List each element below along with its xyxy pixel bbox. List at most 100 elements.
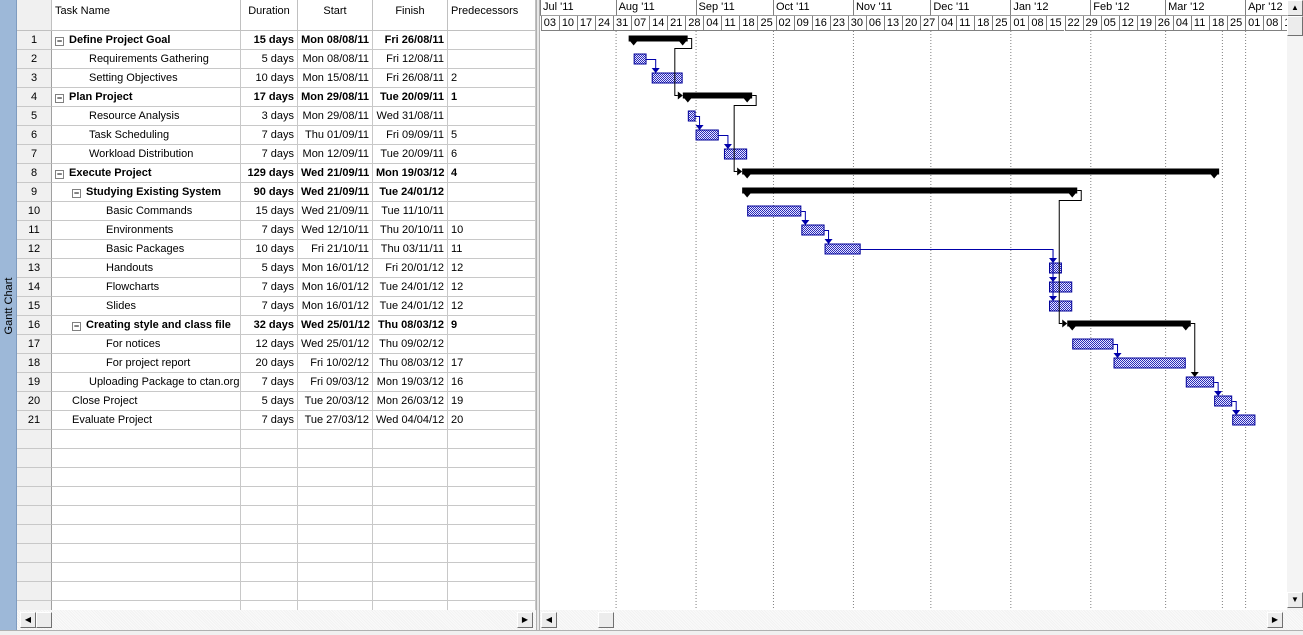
- task-finish-cell[interactable]: Mon 19/03/12: [373, 164, 448, 183]
- column-header-predecessors[interactable]: Predecessors: [448, 0, 536, 31]
- task-predecessors-cell[interactable]: 1: [448, 88, 536, 107]
- task-predecessors-cell[interactable]: 2: [448, 69, 536, 88]
- task-id-cell[interactable]: 5: [17, 107, 52, 126]
- task-finish-cell[interactable]: Tue 24/01/12: [373, 297, 448, 316]
- task-id-cell[interactable]: 6: [17, 126, 52, 145]
- task-predecessors-cell[interactable]: [448, 50, 536, 69]
- empty-cell[interactable]: [448, 487, 536, 506]
- task-predecessors-cell[interactable]: 4: [448, 164, 536, 183]
- empty-cell[interactable]: [52, 525, 241, 544]
- empty-cell[interactable]: [52, 468, 241, 487]
- task-name-cell[interactable]: Environments: [52, 221, 241, 240]
- task-name-cell[interactable]: Basic Packages: [52, 240, 241, 259]
- empty-cell[interactable]: [448, 582, 536, 601]
- task-duration-cell[interactable]: 12 days: [241, 335, 298, 354]
- arrow-up-icon[interactable]: ▲: [1287, 0, 1303, 16]
- task-id-cell[interactable]: 15: [17, 297, 52, 316]
- empty-cell[interactable]: [448, 430, 536, 449]
- task-id-cell[interactable]: 3: [17, 69, 52, 88]
- task-duration-cell[interactable]: 10 days: [241, 240, 298, 259]
- task-start-cell[interactable]: Fri 09/03/12: [298, 373, 373, 392]
- column-header-name[interactable]: Task Name: [52, 0, 241, 31]
- task-id-cell[interactable]: 19: [17, 373, 52, 392]
- task-duration-cell[interactable]: 7 days: [241, 145, 298, 164]
- task-finish-cell[interactable]: Tue 20/09/11: [373, 88, 448, 107]
- task-predecessors-cell[interactable]: 19: [448, 392, 536, 411]
- task-finish-cell[interactable]: Mon 26/03/12: [373, 392, 448, 411]
- task-start-cell[interactable]: Tue 27/03/12: [298, 411, 373, 430]
- task-duration-cell[interactable]: 17 days: [241, 88, 298, 107]
- empty-cell[interactable]: [241, 468, 298, 487]
- task-predecessors-cell[interactable]: [448, 202, 536, 221]
- column-header-duration[interactable]: Duration: [241, 0, 298, 31]
- task-duration-cell[interactable]: 7 days: [241, 221, 298, 240]
- task-start-cell[interactable]: Fri 10/02/12: [298, 354, 373, 373]
- task-start-cell[interactable]: Mon 15/08/11: [298, 69, 373, 88]
- task-duration-cell[interactable]: 5 days: [241, 392, 298, 411]
- task-start-cell[interactable]: Mon 08/08/11: [298, 50, 373, 69]
- task-start-cell[interactable]: Wed 25/01/12: [298, 316, 373, 335]
- empty-cell[interactable]: [52, 487, 241, 506]
- task-name-cell[interactable]: Resource Analysis: [52, 107, 241, 126]
- task-finish-cell[interactable]: Wed 31/08/11: [373, 107, 448, 126]
- empty-cell[interactable]: [298, 525, 373, 544]
- task-start-cell[interactable]: Tue 20/03/12: [298, 392, 373, 411]
- empty-cell[interactable]: [241, 525, 298, 544]
- task-duration-cell[interactable]: 129 days: [241, 164, 298, 183]
- vertical-scrollbar[interactable]: ▲ ▼: [1287, 0, 1303, 610]
- task-duration-cell[interactable]: 7 days: [241, 297, 298, 316]
- empty-cell[interactable]: [17, 601, 52, 610]
- empty-cell[interactable]: [17, 563, 52, 582]
- task-duration-cell[interactable]: 15 days: [241, 202, 298, 221]
- task-name-cell[interactable]: For notices: [52, 335, 241, 354]
- task-predecessors-cell[interactable]: 10: [448, 221, 536, 240]
- task-id-cell[interactable]: 20: [17, 392, 52, 411]
- empty-cell[interactable]: [298, 601, 373, 610]
- minus-box-icon[interactable]: −: [55, 169, 64, 179]
- empty-cell[interactable]: [373, 525, 448, 544]
- task-predecessors-cell[interactable]: 20: [448, 411, 536, 430]
- task-finish-cell[interactable]: Wed 04/04/12: [373, 411, 448, 430]
- arrow-left-icon[interactable]: ◀: [541, 612, 557, 628]
- task-finish-cell[interactable]: Fri 26/08/11: [373, 31, 448, 50]
- empty-cell[interactable]: [241, 563, 298, 582]
- task-duration-cell[interactable]: 7 days: [241, 278, 298, 297]
- empty-cell[interactable]: [373, 506, 448, 525]
- empty-cell[interactable]: [298, 506, 373, 525]
- scroll-thumb[interactable]: [1287, 16, 1303, 36]
- task-duration-cell[interactable]: 5 days: [241, 259, 298, 278]
- empty-cell[interactable]: [448, 563, 536, 582]
- empty-cell[interactable]: [52, 506, 241, 525]
- task-start-cell[interactable]: Wed 21/09/11: [298, 164, 373, 183]
- task-name-cell[interactable]: Workload Distribution: [52, 145, 241, 164]
- task-finish-cell[interactable]: Thu 08/03/12: [373, 316, 448, 335]
- empty-cell[interactable]: [17, 525, 52, 544]
- empty-cell[interactable]: [52, 563, 241, 582]
- arrow-right-icon[interactable]: ▶: [1267, 612, 1283, 628]
- task-predecessors-cell[interactable]: [448, 335, 536, 354]
- arrow-left-icon[interactable]: ◀: [20, 612, 36, 628]
- task-start-cell[interactable]: Wed 21/09/11: [298, 183, 373, 202]
- empty-cell[interactable]: [52, 582, 241, 601]
- task-predecessors-cell[interactable]: 12: [448, 259, 536, 278]
- task-start-cell[interactable]: Wed 12/10/11: [298, 221, 373, 240]
- task-name-cell[interactable]: Uploading Package to ctan.org: [52, 373, 241, 392]
- task-predecessors-cell[interactable]: [448, 183, 536, 202]
- empty-cell[interactable]: [373, 544, 448, 563]
- empty-cell[interactable]: [448, 544, 536, 563]
- empty-cell[interactable]: [241, 544, 298, 563]
- task-id-cell[interactable]: 14: [17, 278, 52, 297]
- task-duration-cell[interactable]: 15 days: [241, 31, 298, 50]
- task-id-cell[interactable]: 2: [17, 50, 52, 69]
- column-header-finish[interactable]: Finish: [373, 0, 448, 31]
- task-duration-cell[interactable]: 3 days: [241, 107, 298, 126]
- task-finish-cell[interactable]: Thu 20/10/11: [373, 221, 448, 240]
- task-predecessors-cell[interactable]: 5: [448, 126, 536, 145]
- empty-cell[interactable]: [298, 487, 373, 506]
- empty-cell[interactable]: [241, 449, 298, 468]
- task-finish-cell[interactable]: Fri 26/08/11: [373, 69, 448, 88]
- task-finish-cell[interactable]: Tue 24/01/12: [373, 278, 448, 297]
- task-duration-cell[interactable]: 20 days: [241, 354, 298, 373]
- task-finish-cell[interactable]: Thu 08/03/12: [373, 354, 448, 373]
- task-predecessors-cell[interactable]: 12: [448, 297, 536, 316]
